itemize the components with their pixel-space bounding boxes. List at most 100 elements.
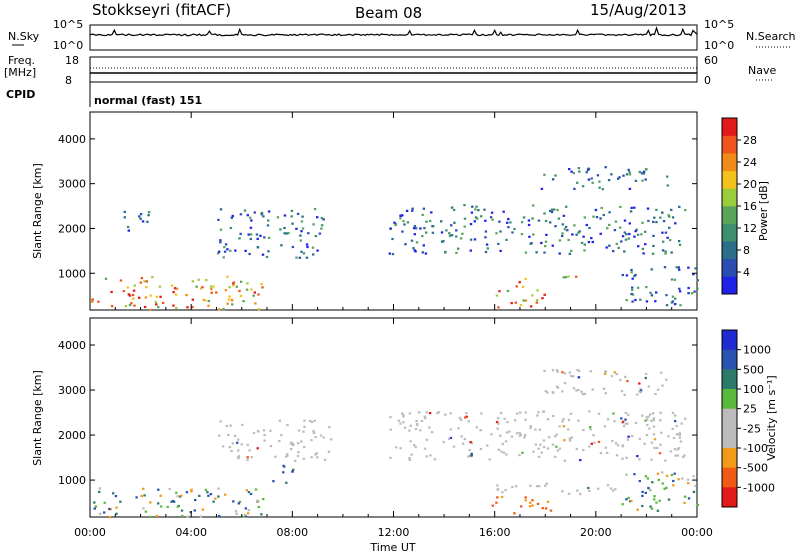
echo-cell (524, 299, 528, 302)
echo-cell (228, 286, 231, 289)
power-y-ticks: 1000 2000 3000 4000 (58, 133, 697, 280)
echo-cell (257, 308, 261, 311)
echo-cell (484, 236, 487, 239)
echo-cell (551, 178, 555, 181)
echo-cell (589, 370, 593, 373)
echo-cell (112, 492, 115, 495)
echo-cell (631, 277, 634, 280)
echo-cell (402, 220, 405, 223)
echo-cell (218, 514, 221, 518)
echo-cell (246, 456, 249, 459)
echo-cell (687, 482, 690, 485)
echo-cell (327, 450, 331, 453)
echo-cell (305, 243, 309, 246)
echo-cell (282, 471, 285, 474)
echo-cell (592, 215, 595, 218)
echo-cell (103, 501, 106, 504)
echo-cell (133, 304, 136, 307)
echo-cell (237, 438, 240, 441)
echo-cell (662, 240, 665, 243)
echo-cell (292, 468, 295, 471)
echo-cell (646, 418, 649, 421)
echo-cell (659, 419, 662, 422)
echo-cell (567, 238, 570, 242)
echo-cell (562, 276, 565, 279)
echo-cell (580, 241, 584, 244)
echo-cell (209, 285, 213, 288)
echo-cell (300, 250, 303, 253)
echo-cell (551, 244, 554, 247)
echo-cell (219, 241, 222, 244)
echo-cell (444, 413, 447, 416)
echo-cell (653, 498, 656, 501)
echo-cell (677, 478, 680, 481)
echo-cell (546, 447, 550, 450)
echo-cell (674, 222, 677, 225)
x-ticks: 00:00 04:00 08:00 12:00 16:00 20:00 00:00 (74, 112, 713, 539)
echo-cell (486, 247, 489, 250)
echo-cell (421, 235, 424, 238)
echo-cell (628, 222, 631, 225)
echo-cell (621, 444, 625, 447)
echo-cell (627, 435, 630, 438)
echo-cell (531, 217, 534, 220)
echo-cell (651, 481, 654, 484)
echo-cell (206, 491, 209, 494)
echo-cell (313, 208, 317, 211)
echo-cell (244, 507, 247, 510)
echo-cell (532, 233, 535, 236)
echo-cell (425, 231, 428, 234)
echo-cell (628, 171, 631, 174)
echo-cell (142, 507, 145, 510)
colorbar-swatch (722, 118, 737, 136)
echo-cell (412, 247, 415, 250)
echo-cell (544, 507, 548, 510)
echo-cell (402, 421, 405, 424)
echo-cell (629, 210, 633, 213)
echo-cell (653, 446, 656, 450)
echo-cell (543, 369, 546, 372)
echo-cell (661, 384, 664, 387)
echo-cell (538, 428, 542, 431)
echo-cell (450, 234, 454, 237)
echo-cell (600, 206, 603, 210)
echo-cell (286, 453, 289, 456)
echo-cell (497, 306, 500, 309)
echo-cell (249, 216, 252, 219)
echo-cell (650, 294, 654, 297)
echo-cell (93, 501, 96, 504)
echo-cell (276, 216, 280, 219)
echo-cell (403, 426, 407, 429)
echo-cell (677, 240, 681, 243)
echo-cell (157, 305, 160, 309)
echo-cell (496, 417, 500, 420)
echo-cell (302, 252, 306, 255)
echo-cell (691, 292, 694, 295)
echo-cell (504, 440, 508, 443)
echo-cell (161, 301, 165, 304)
echo-cell (674, 303, 677, 306)
echo-cell (582, 429, 585, 432)
echo-cell (659, 411, 662, 414)
echo-cell (613, 420, 616, 423)
echo-cell (452, 208, 456, 212)
echo-cell (149, 515, 152, 518)
echo-cell (219, 228, 223, 231)
x-tick-label: 16:00 (479, 526, 511, 539)
echo-cell (532, 204, 535, 207)
echo-cell (181, 514, 184, 518)
echo-cell (577, 167, 580, 170)
echo-cell (119, 279, 123, 282)
echo-cell (234, 249, 237, 252)
echo-cell (428, 412, 432, 415)
echo-cell (242, 300, 245, 303)
echo-cell (681, 477, 684, 480)
echo-cell (176, 495, 179, 498)
echo-cell (609, 487, 613, 490)
echo-cell (316, 249, 319, 252)
echo-cell (245, 288, 249, 291)
echo-cell (126, 225, 130, 229)
echo-cell (563, 439, 566, 442)
echo-cell (520, 221, 524, 224)
echo-cell (647, 385, 650, 388)
